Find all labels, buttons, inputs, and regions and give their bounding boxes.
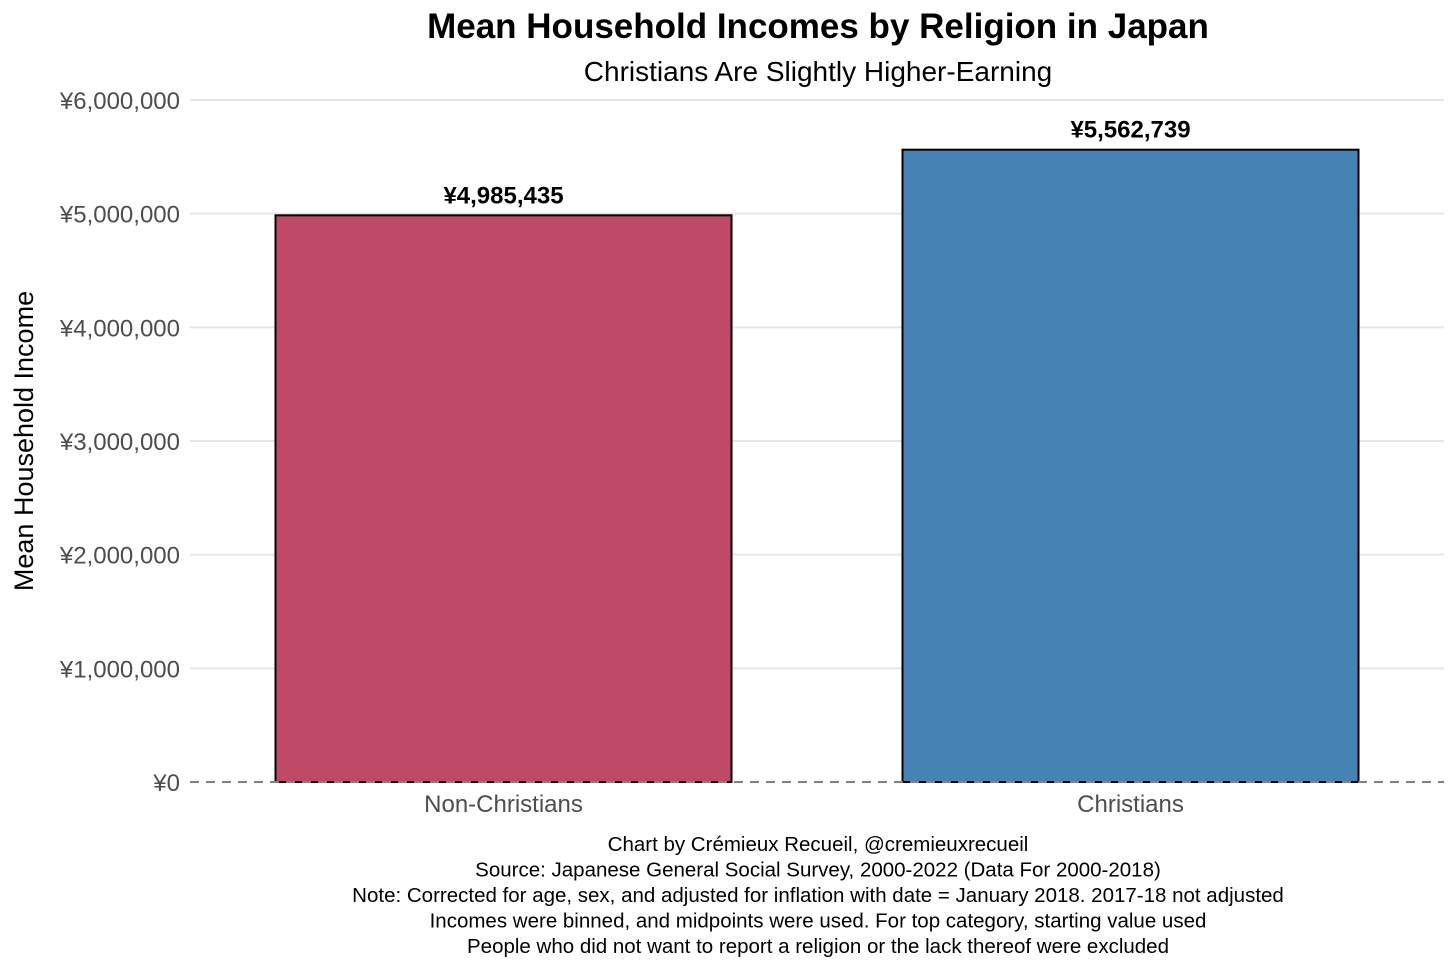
y-tick-label: ¥4,000,000 xyxy=(59,315,180,342)
bars: ¥4,985,435 ¥5,562,739 xyxy=(190,117,1444,784)
y-tick-label: ¥0 xyxy=(152,770,180,797)
caption-line: People who did not want to report a reli… xyxy=(467,935,1169,958)
caption-line: Chart by Crémieux Recueil, @cremieuxrecu… xyxy=(608,833,1029,856)
caption-line: Incomes were binned, and midpoints were … xyxy=(430,910,1207,933)
data-label: ¥4,985,435 xyxy=(443,182,563,209)
bar-christians xyxy=(901,148,1360,783)
x-tick-label: Non-Christians xyxy=(424,791,583,818)
x-axis-ticks: Non-Christians Christians xyxy=(424,791,1184,818)
y-axis-ticks: ¥0 ¥1,000,000 ¥2,000,000 ¥3,000,000 ¥4,000,0… xyxy=(59,88,180,797)
caption-line: Source: Japanese General Social Survey, … xyxy=(475,859,1161,882)
x-tick-label: Christians xyxy=(1077,791,1184,818)
chart-title: Mean Household Incomes by Religion in Ja… xyxy=(427,7,1209,46)
chart-subtitle: Christians Are Slightly Higher-Earning xyxy=(584,56,1052,87)
y-tick-label: ¥1,000,000 xyxy=(59,656,180,683)
y-tick-label: ¥6,000,000 xyxy=(59,88,180,115)
y-tick-label: ¥3,000,000 xyxy=(59,429,180,456)
y-tick-label: ¥5,000,000 xyxy=(59,202,180,229)
data-label: ¥5,562,739 xyxy=(1070,117,1190,144)
bar-non-christians xyxy=(274,214,733,784)
caption: Chart by Crémieux Recueil, @cremieuxrecu… xyxy=(352,833,1284,958)
y-axis-label: Mean Household Income xyxy=(9,291,39,591)
y-tick-label: ¥2,000,000 xyxy=(59,543,180,570)
caption-line: Note: Corrected for age, sex, and adjust… xyxy=(352,884,1284,907)
